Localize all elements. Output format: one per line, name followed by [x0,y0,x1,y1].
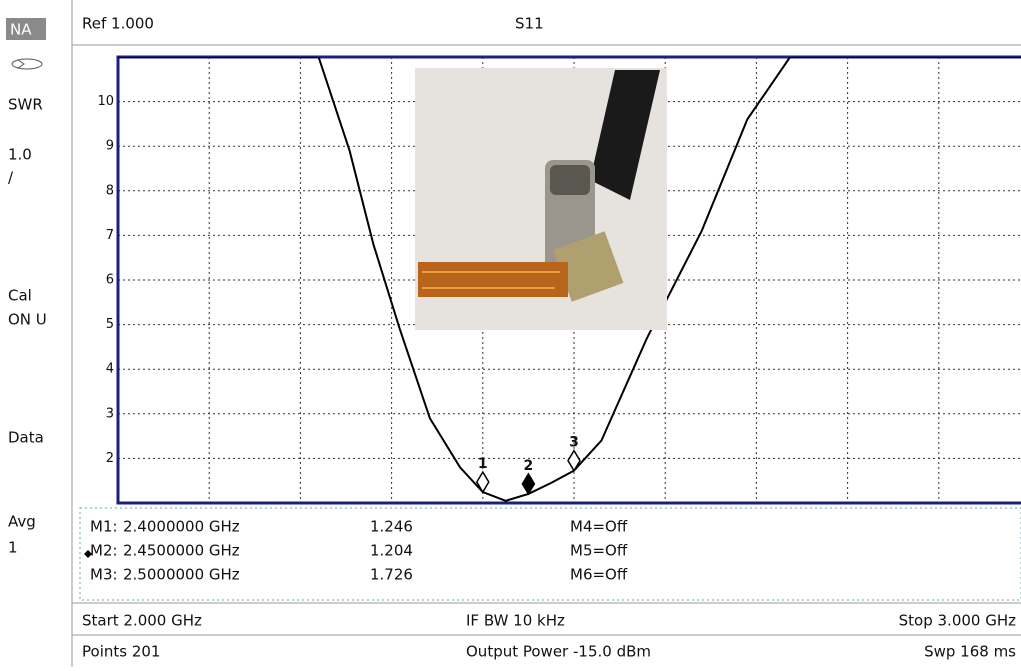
footer-text: Points 201 [82,643,160,661]
marker-label: 1 [478,456,488,472]
ref-label: Ref 1.000 [82,15,154,33]
y-tick-label: 6 [106,273,114,288]
plot-frame [116,55,1021,505]
sidebar-label: SWR [8,96,43,114]
marker-table-border [79,507,1021,601]
marker [567,449,581,473]
y-tick-label: 10 [97,94,114,109]
footer-text: Swp 168 ms [924,643,1016,661]
y-tick-label: 9 [106,139,114,154]
marker-cell: M6=Off [570,566,628,584]
sidebar-label: Cal [8,287,32,305]
footer-text: Stop 3.000 GHz [899,612,1016,630]
sidebar-label: 1 [8,539,18,557]
sidebar-label: / [8,169,14,187]
y-tick-label: 4 [106,362,114,377]
trace-line [118,57,1021,502]
marker-cell: 2.4000000 GHz [123,518,240,536]
y-tick-label: 5 [106,317,114,332]
marker-label: 2 [524,458,534,474]
trace-label: S11 [515,15,544,33]
footer-text: IF BW 10 kHz [466,612,565,630]
marker-cell: 1.246 [370,518,413,536]
marker-cell: M5=Off [570,542,628,560]
active-marker-indicator [84,550,92,558]
sidebar-label: 1.0 [8,146,32,164]
marker-cell: M1: [90,518,118,536]
photo-inset [415,68,667,330]
y-tick-label: 8 [106,183,114,198]
marker [521,472,536,496]
sidebar-label: ON U [8,311,47,329]
marker-cell: 1.726 [370,566,413,584]
marker-cell: M4=Off [570,518,628,536]
na-badge [6,18,46,40]
marker [475,470,490,494]
marker-cell: M3: [90,566,118,584]
footer-text: Output Power -15.0 dBm [466,643,651,661]
footer-text: Start 2.000 GHz [82,612,202,630]
plot: 2 3 4 5 6 7 8 9 10 1 2 3 [97,55,1021,505]
marker-cell: 2.4500000 GHz [123,542,240,560]
sidebar-label: Avg [8,513,36,531]
marker-cell: 1.204 [370,542,413,560]
sidebar-label: NA [10,21,32,39]
marker-cell: 2.5000000 GHz [123,566,240,584]
y-tick-label: 2 [106,451,114,466]
rotate-icon [11,58,43,70]
marker-table: M1: 2.4000000 GHz 1.246 M4=Off M2: 2.4500000 … [90,518,628,584]
marker-cell: M2: [90,542,118,560]
y-tick-label: 3 [106,406,114,421]
marker-label: 3 [569,435,579,451]
sidebar-label: Data [8,429,44,447]
y-tick-label: 7 [106,228,114,243]
